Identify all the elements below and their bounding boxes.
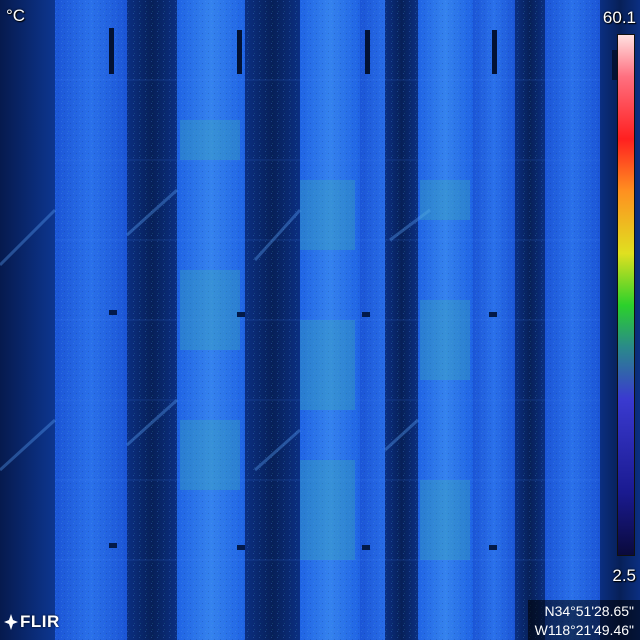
scale-max-label: 60.1 bbox=[603, 8, 636, 28]
scale-min-label: 2.5 bbox=[612, 566, 636, 586]
temperature-unit-label: °C bbox=[6, 6, 25, 26]
temperature-colorbar bbox=[617, 34, 635, 556]
gps-latitude: N34°51'28.65" bbox=[528, 602, 634, 621]
flir-logo: FLIR bbox=[4, 612, 60, 632]
gps-longitude: W118°21'49.46" bbox=[528, 621, 634, 640]
gps-coordinates-panel: N34°51'28.65" W118°21'49.46" bbox=[528, 600, 640, 640]
flir-logo-icon bbox=[4, 614, 18, 630]
flir-logo-text: FLIR bbox=[20, 612, 60, 632]
